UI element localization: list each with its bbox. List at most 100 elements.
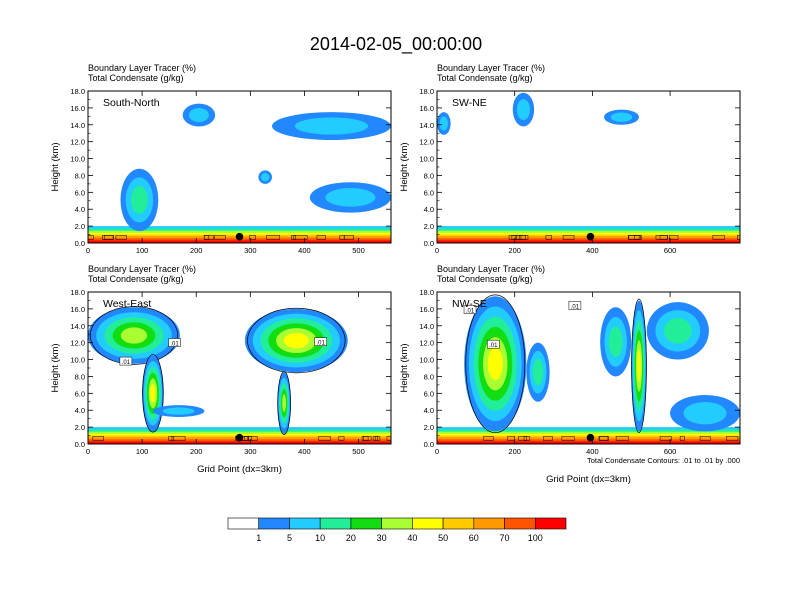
surface-contour (562, 235, 575, 240)
surface-contour (519, 235, 529, 240)
panel-header-condensate: Total Condensate (g/kg) (437, 73, 533, 83)
surface-contour (386, 436, 391, 441)
y-tick-label: 14.0 (419, 121, 434, 130)
panel-label: NW-SE (452, 298, 487, 310)
x-tick-label: 200 (190, 246, 203, 255)
y-tick-label: 12.0 (70, 339, 85, 348)
y-tick-label: 2.0 (424, 222, 434, 231)
plot-area: .01 .01 .01 (437, 292, 740, 444)
surface-contour (679, 436, 685, 441)
x-tick-label: 0 (86, 447, 90, 456)
x-tick-label: 400 (298, 246, 311, 255)
cloud-region (664, 318, 692, 344)
boundary-layer-band (437, 240, 740, 243)
y-tick-label: 10.0 (70, 155, 85, 164)
y-tick-label: 0.0 (75, 440, 85, 449)
x-tick-label: 100 (136, 246, 149, 255)
cloud-region (325, 188, 376, 207)
y-tick-label: 18.0 (419, 87, 434, 96)
y-tick-label: 8.0 (424, 171, 434, 180)
colorbar-swatch (442, 517, 475, 530)
surface-contour (344, 235, 354, 240)
y-tick-label: 14.0 (419, 322, 434, 331)
surface-contour (518, 436, 528, 441)
panel-header-condensate: Total Condensate (g/kg) (88, 274, 184, 284)
panel-2: .01 .01 .01 0.0 2.0 4.0 6.0 8.0 10.0 12.0 14.0 16.0… (50, 264, 392, 475)
location-marker (586, 433, 595, 442)
x-tick-label: 600 (664, 246, 677, 255)
surface-contour (615, 436, 629, 441)
x-tick-label: 200 (508, 447, 521, 456)
contour-label-box (463, 305, 477, 314)
x-tick-label: 0 (435, 447, 439, 456)
condensate-contour (631, 298, 647, 433)
y-tick-label: 4.0 (424, 406, 434, 415)
surface-contour (511, 235, 526, 240)
contour-label: .01 (466, 309, 475, 315)
cloud-region (283, 332, 309, 349)
y-tick-label: 14.0 (70, 322, 85, 331)
y-tick-label: 6.0 (75, 389, 85, 398)
surface-contour (361, 436, 372, 441)
cloud-region (282, 394, 287, 412)
x-tick-label: 200 (508, 246, 521, 255)
y-tick-label: 2.0 (75, 423, 85, 432)
cloud-region (532, 359, 544, 386)
y-tick-label: 14.0 (70, 121, 85, 130)
condensate-contour (465, 294, 526, 434)
surface-contour (203, 235, 210, 240)
colorbar-label: 20 (346, 533, 356, 543)
surface-contour (598, 436, 609, 441)
surface-contour (508, 235, 517, 240)
surface-contour (316, 235, 326, 240)
condensate-contour (89, 306, 179, 365)
surface-contour (659, 436, 672, 441)
x-axis-label: Grid Point (dx=3km) (197, 464, 282, 475)
plot-area: .01 .01 .01 (88, 292, 391, 444)
y-tick-label: 12.0 (419, 138, 434, 147)
cloud-region (150, 384, 156, 403)
x-tick-label: 400 (586, 447, 599, 456)
surface-contour (372, 436, 378, 441)
colorbar-label: 70 (500, 533, 510, 543)
y-tick-label: 16.0 (70, 104, 85, 113)
contour-note: Total Condensate Contours: .01 to .01 by… (587, 456, 740, 465)
surface-contour (739, 436, 740, 441)
colorbar-swatch (319, 517, 352, 530)
x-tick-label: 0 (86, 246, 90, 255)
y-tick-label: 2.0 (424, 423, 434, 432)
contour-label-box (568, 301, 582, 310)
location-marker (235, 232, 244, 241)
boundary-layer-band (437, 441, 740, 444)
figure-title: 2014-02-05_00:00:00 (310, 34, 482, 55)
surface-contour (561, 436, 575, 441)
y-tick-label: 8.0 (424, 372, 434, 381)
cloud-region (261, 172, 270, 182)
cloud-region (487, 347, 503, 381)
cloud-region (637, 350, 641, 382)
y-tick-label: 8.0 (75, 171, 85, 180)
y-axis-label: Height (km) (50, 343, 61, 392)
surface-contour (291, 235, 296, 240)
x-tick-label: 500 (352, 447, 365, 456)
colorbar-label: 1 (256, 533, 261, 543)
x-tick-label: 400 (586, 246, 599, 255)
colorbar-label: 10 (315, 533, 325, 543)
contour-label-box (314, 337, 327, 346)
x-tick-label: 300 (244, 447, 257, 456)
panel-3: .01 .01 .01 0.0 2.0 4.0 6.0 8.0 10.0 12.0 14.0 16.0… (399, 264, 741, 485)
surface-contour (338, 436, 345, 441)
surface-contour (545, 235, 552, 240)
surface-contour (249, 235, 256, 240)
y-tick-label: 16.0 (419, 104, 434, 113)
panels: 0.0 2.0 4.0 6.0 8.0 10.0 12.0 14.0 16.0 18.0 0 100 2… (50, 63, 741, 485)
surface-contour (103, 235, 114, 240)
colorbar-swatch (227, 517, 260, 530)
condensate-contour (247, 307, 346, 374)
surface-contour (318, 436, 331, 441)
y-tick-label: 18.0 (70, 87, 85, 96)
y-tick-label: 6.0 (75, 188, 85, 197)
surface-contour (115, 235, 127, 240)
cloud-region (516, 99, 531, 120)
y-tick-label: 0.0 (424, 239, 434, 248)
